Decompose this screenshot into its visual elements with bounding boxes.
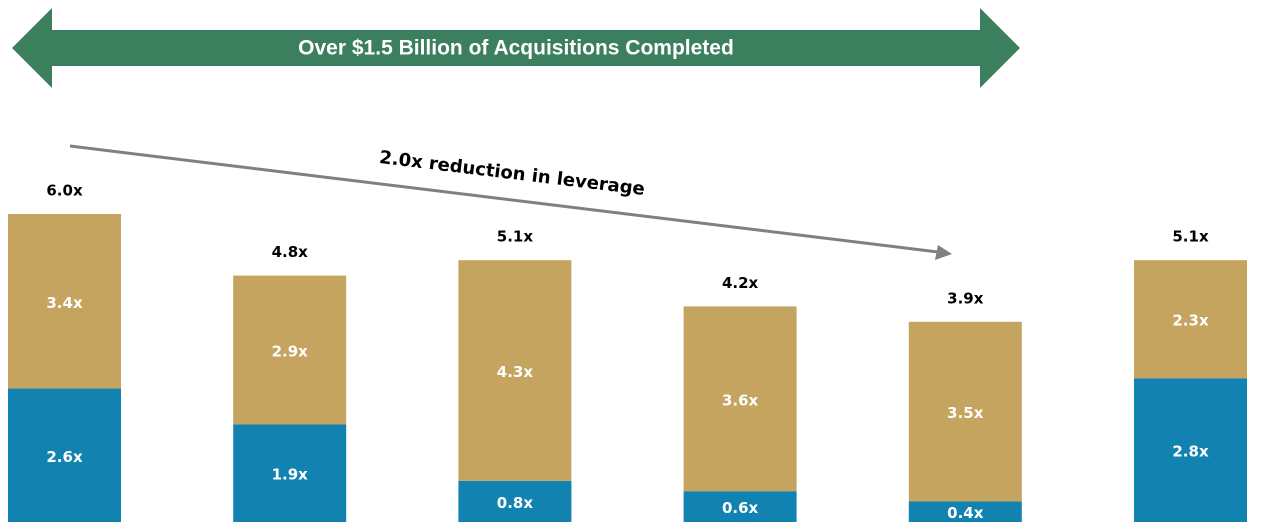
total-label: 4.2x (722, 274, 759, 292)
data-label: 3.5x (947, 404, 984, 422)
total-label: 3.9x (947, 289, 984, 307)
banner-arrow (12, 8, 1020, 88)
bar-segment (1134, 260, 1247, 379)
bar-segment (8, 388, 121, 522)
data-label: 2.9x (272, 343, 309, 361)
data-label: 4.3x (497, 363, 534, 381)
bar-segment (1134, 378, 1247, 522)
chart-title: Over $1.5 Billion of Acquisitions Comple… (298, 37, 734, 60)
bar-segment (458, 480, 572, 522)
data-label: 3.6x (722, 391, 759, 409)
bar-segment (8, 214, 121, 389)
bar-segment (233, 424, 347, 522)
bar-segment (683, 306, 797, 492)
data-label: 1.9x (272, 466, 309, 484)
trend-arrow-line (69, 144, 939, 254)
bar-segment (233, 275, 347, 425)
data-label: 0.8x (497, 494, 534, 512)
data-label: 2.8x (1172, 443, 1209, 461)
bar-segment (908, 501, 1022, 522)
data-label: 2.6x (46, 448, 83, 466)
annotation: 2.0x reduction in leverage (378, 147, 646, 200)
trend-arrow-head (935, 245, 952, 260)
total-label: 5.1x (1172, 228, 1209, 246)
total-label: 5.1x (497, 228, 534, 246)
data-label: 3.4x (46, 294, 83, 312)
bar-segment (458, 260, 572, 481)
total-label: 6.0x (46, 182, 83, 200)
bar-segment (908, 321, 1022, 502)
data-label: 0.4x (947, 504, 984, 522)
data-label: 2.3x (1172, 312, 1209, 330)
total-label: 4.8x (272, 243, 309, 261)
data-label: 0.6x (722, 499, 759, 517)
bar-segment (683, 491, 797, 522)
